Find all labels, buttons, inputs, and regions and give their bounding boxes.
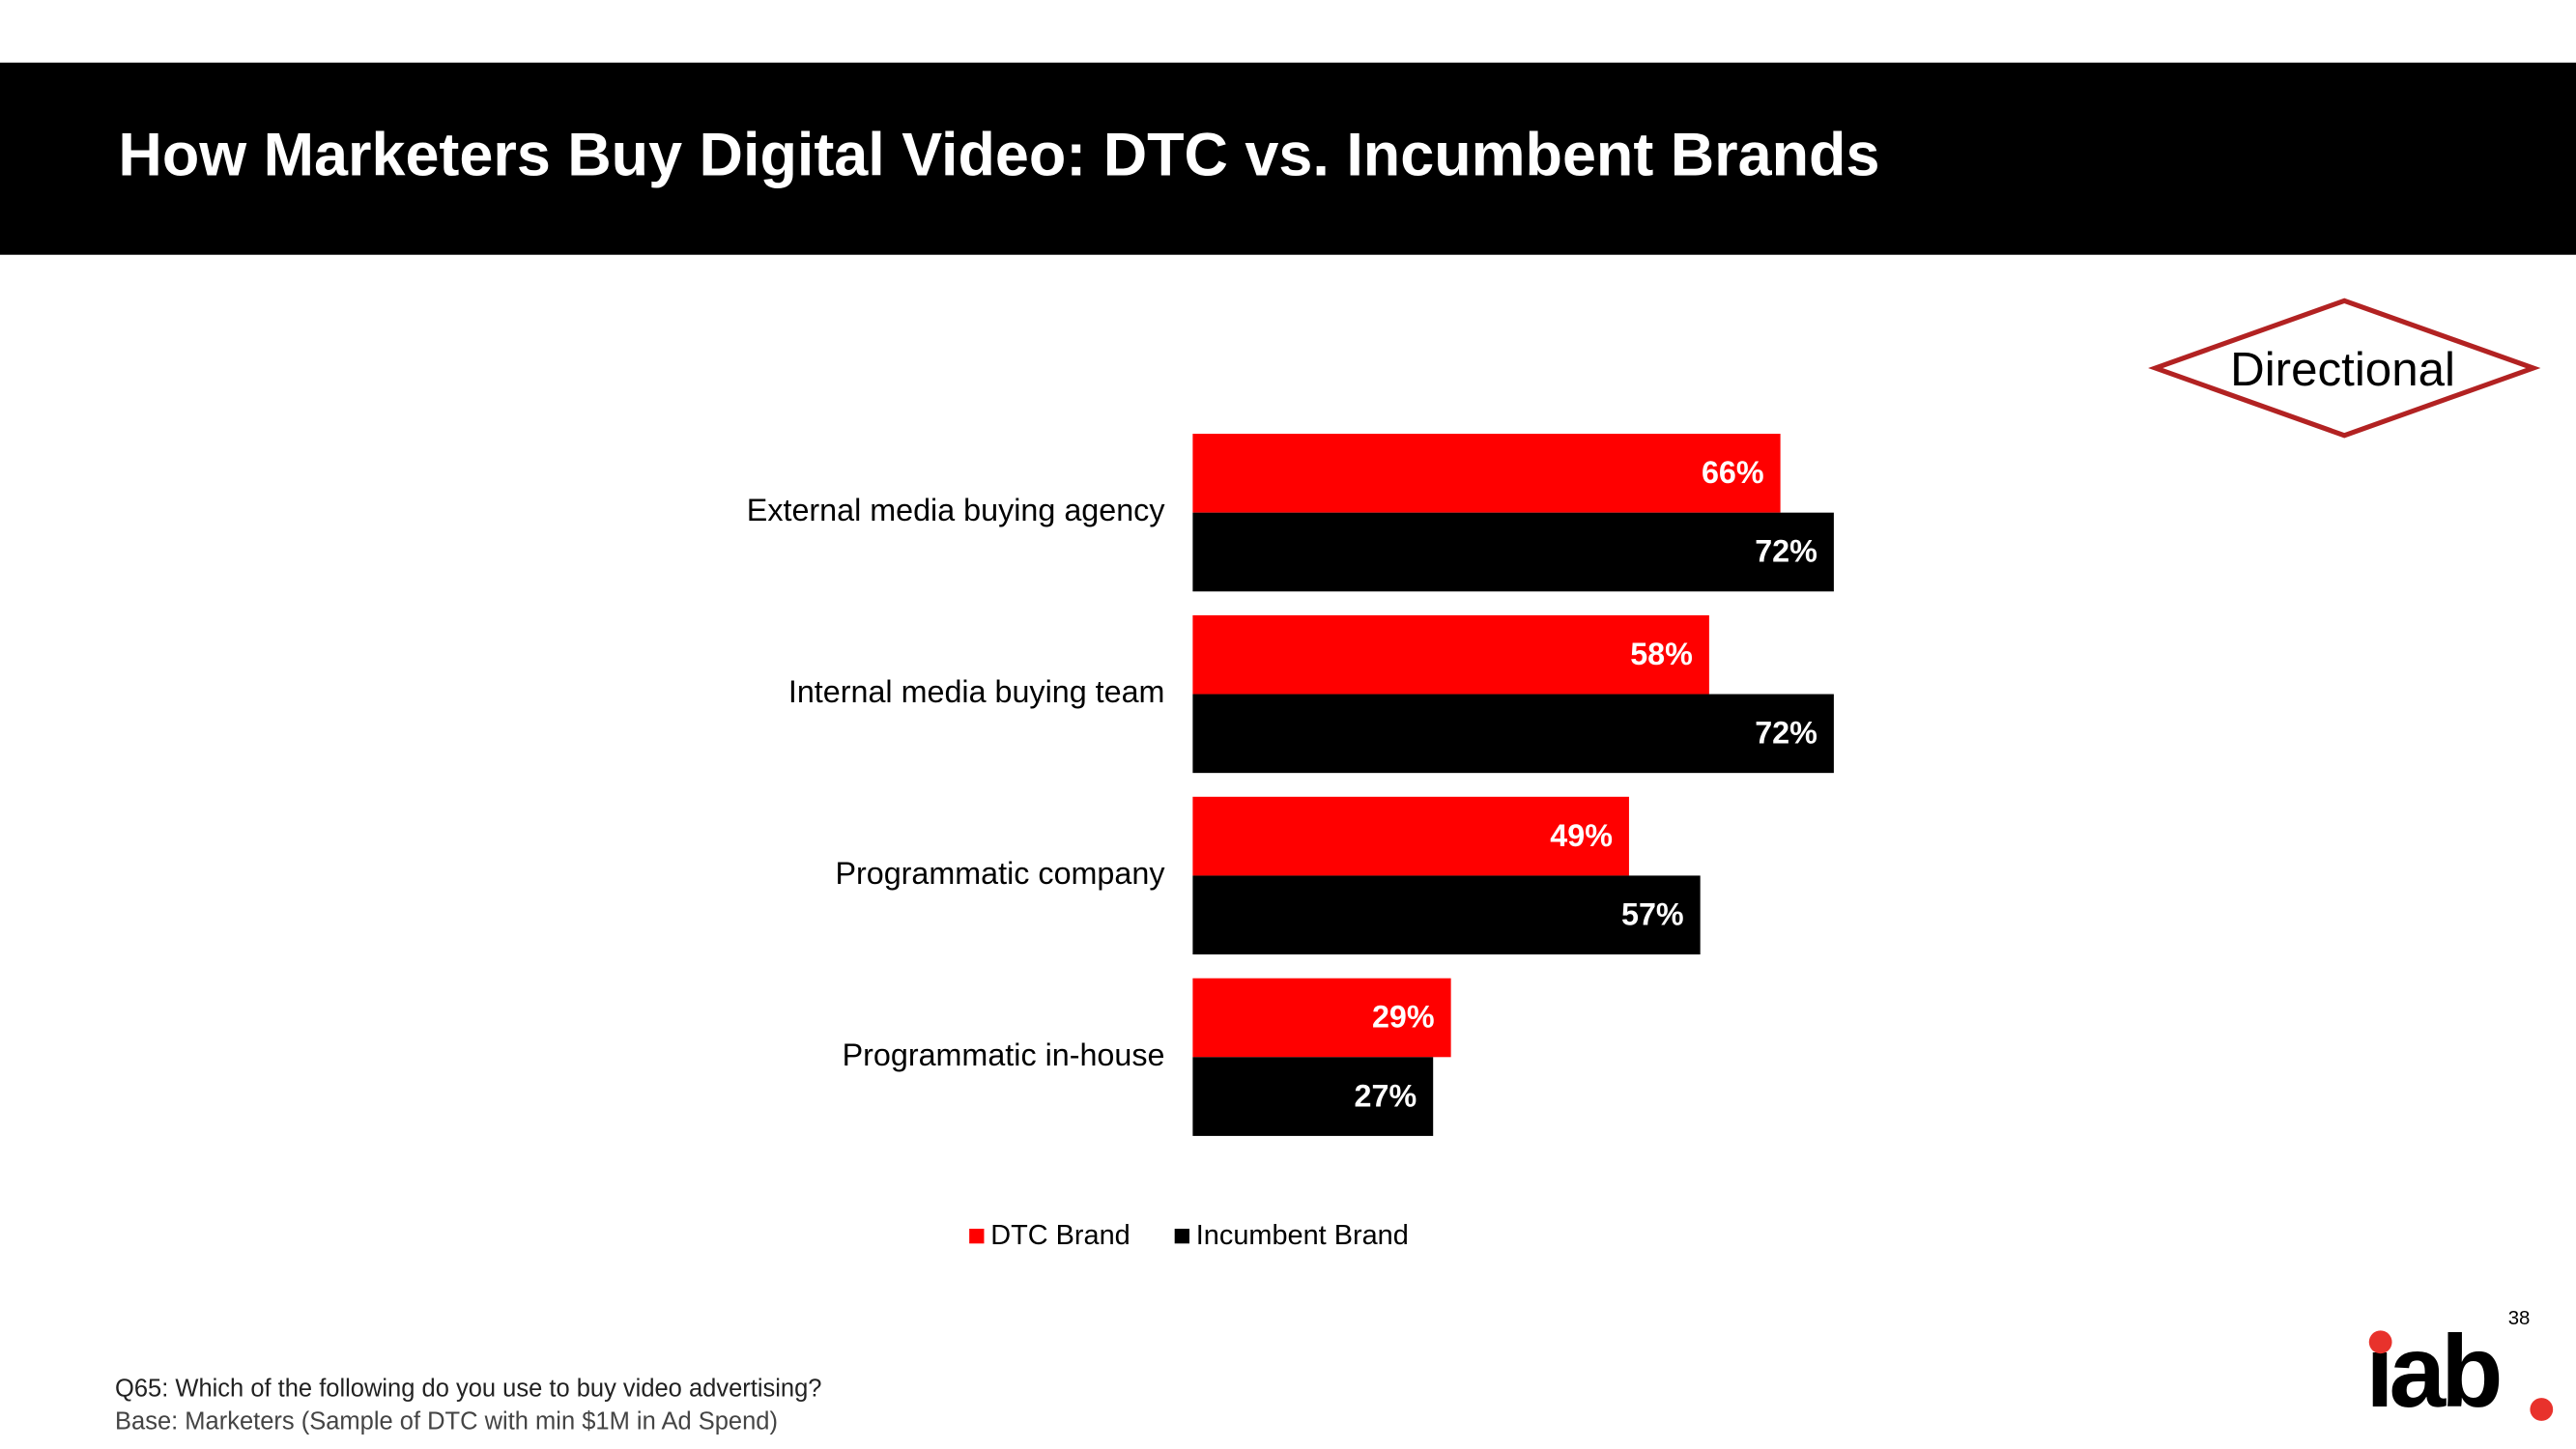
logo-dot bbox=[2368, 1330, 2392, 1354]
bar bbox=[1192, 614, 1709, 695]
category-label: Programmatic in-house bbox=[843, 1037, 1165, 1072]
page-number: 38 bbox=[2508, 1308, 2531, 1329]
bar bbox=[1192, 875, 1701, 955]
badge: Directional bbox=[2230, 343, 2455, 396]
bar bbox=[1192, 1057, 1434, 1136]
legend-swatch bbox=[1174, 1228, 1189, 1244]
legend-swatch bbox=[969, 1228, 985, 1244]
header-bar bbox=[0, 62, 2576, 255]
plot: External media buying agency 66% 72% Intern… bbox=[747, 434, 1834, 1251]
category-label: External media buying agency bbox=[747, 493, 1166, 527]
bar bbox=[1192, 796, 1629, 876]
footnote: Base: Marketers (Sample of DTC with min … bbox=[115, 1407, 778, 1435]
logo-dot bbox=[2530, 1398, 2554, 1421]
value-label: 72% bbox=[1755, 534, 1818, 569]
value-label: 57% bbox=[1621, 896, 1684, 931]
category-label: Internal media buying team bbox=[788, 674, 1165, 709]
value-label: 72% bbox=[1755, 716, 1818, 751]
legend-label: DTC Brand bbox=[990, 1220, 1131, 1251]
logo: iab bbox=[2365, 1316, 2554, 1429]
value-label: 58% bbox=[1630, 637, 1693, 671]
category-label: Programmatic company bbox=[835, 856, 1165, 891]
chart-title: How Marketers Buy Digital Video: DTC vs.… bbox=[118, 122, 1879, 189]
legend-label: Incumbent Brand bbox=[1196, 1220, 1409, 1251]
value-label: 66% bbox=[1702, 455, 1764, 490]
value-label: 29% bbox=[1372, 1000, 1435, 1035]
badge-shape bbox=[2148, 298, 2541, 439]
value-label: 27% bbox=[1355, 1078, 1417, 1113]
bar bbox=[1192, 978, 1451, 1058]
value-label: 49% bbox=[1550, 818, 1613, 853]
bar bbox=[1192, 434, 1781, 513]
footnote: Q65: Which of the following do you use t… bbox=[115, 1375, 821, 1402]
bar bbox=[1192, 694, 1834, 774]
bar bbox=[1192, 512, 1834, 592]
